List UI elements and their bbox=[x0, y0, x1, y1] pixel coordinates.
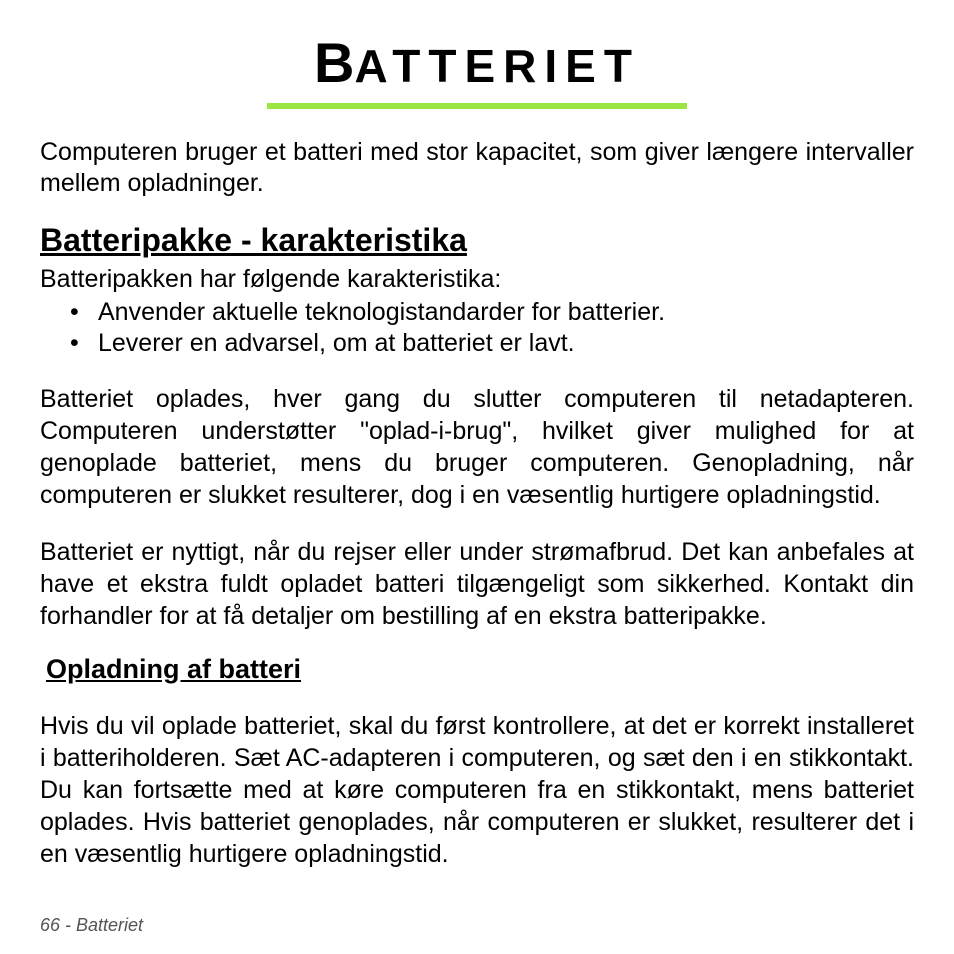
body-paragraph: Batteriet er nyttigt, når du rejser elle… bbox=[40, 536, 914, 632]
title-accent-bar bbox=[267, 103, 687, 109]
characteristics-list: Anvender aktuelle teknologistandarder fo… bbox=[40, 298, 914, 358]
intro-paragraph: Computeren bruger et batteri med stor ka… bbox=[40, 137, 914, 200]
title-first-letter: B bbox=[314, 31, 354, 94]
title-block: BATTERIET bbox=[40, 30, 914, 109]
body-paragraph: Hvis du vil oplade batteriet, skal du fø… bbox=[40, 710, 914, 870]
page-footer: 66 - Batteriet bbox=[40, 915, 143, 936]
page-title: BATTERIET bbox=[314, 30, 640, 95]
title-rest: ATTERIET bbox=[354, 40, 639, 92]
body-paragraph: Batteriet oplades, hver gang du slutter … bbox=[40, 383, 914, 511]
section-lead: Batteripakken har følgende karakteristik… bbox=[40, 265, 914, 294]
section-heading-characteristics: Batteripakke - karakteristika bbox=[40, 222, 914, 259]
document-page: BATTERIET Computeren bruger et batteri m… bbox=[0, 0, 954, 954]
subsection-heading-charging: Opladning af batteri bbox=[46, 654, 914, 685]
list-item: Leverer en advarsel, om at batteriet er … bbox=[78, 329, 914, 358]
list-item: Anvender aktuelle teknologistandarder fo… bbox=[78, 298, 914, 327]
